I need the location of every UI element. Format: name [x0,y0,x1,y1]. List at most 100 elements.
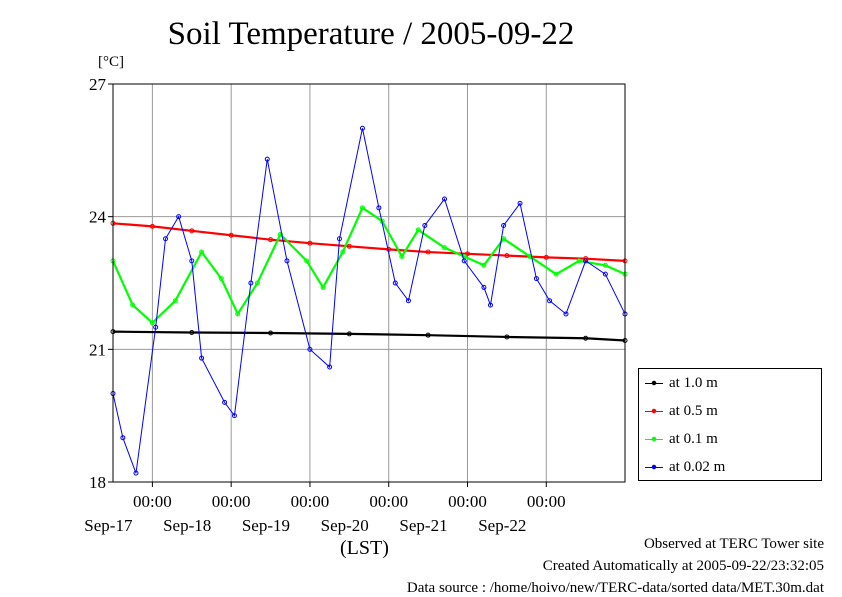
data-point [392,280,398,286]
data-point [304,258,310,264]
x-axis-label: (LST) [340,537,389,559]
data-point [248,280,254,286]
data-point [359,205,365,211]
grid-lines [113,84,625,482]
data-series [110,125,628,476]
data-point [346,331,352,337]
data-point [422,223,428,229]
legend-item: at 0.1 m [645,429,718,449]
data-point [189,258,195,264]
x-tick-label-date: Sep-18 [163,516,211,535]
data-point [563,311,569,317]
data-point [228,232,234,238]
data-point [504,253,510,259]
data-point [327,364,333,370]
data-point [533,276,539,282]
legend-label: at 0.5 m [669,402,718,419]
y-tick-label: 21 [89,340,106,359]
data-point [399,253,405,259]
legend-item: at 0.02 m [645,457,725,477]
series-line [112,128,626,474]
x-tick-label-date: Sep-22 [478,516,526,535]
x-tick-label-date: Sep-19 [242,516,290,535]
chart-title: Soil Temperature / 2005-09-22 [167,16,575,52]
y-axis-ticks: 18 21 24 27 [89,75,113,492]
x-tick-label-time: 00:00 [212,492,251,511]
data-point [346,243,352,249]
data-point [504,334,510,340]
footer-source: Data source : /home/hoivo/new/TERC-data/… [406,580,824,596]
x-axis-ticks: 00:00Sep-1700:00Sep-1800:00Sep-1900:00Se… [84,482,566,535]
data-point [547,298,553,304]
data-point [231,413,237,419]
x-tick-label-date: Sep-20 [321,516,369,535]
data-point [222,399,228,405]
data-point [553,271,559,277]
legend-swatch-1m [645,378,663,388]
series-line [112,222,626,262]
data-point [583,335,589,341]
data-point [320,284,326,290]
data-point [481,284,487,290]
legend-label: at 1.0 m [669,374,718,391]
legend-swatch-0_5m [645,406,663,416]
data-point [576,258,582,264]
data-point [189,228,195,234]
data-point [307,346,313,352]
data-point [487,302,493,308]
data-point [376,205,382,211]
data-point [120,435,126,441]
legend-label: at 0.02 m [669,458,726,475]
data-point [340,249,346,255]
x-tick-label-time: 00:00 [448,492,487,511]
data-point [336,236,342,242]
data-point [277,231,283,237]
x-tick-label-time: 00:00 [291,492,330,511]
data-point [442,245,448,251]
data-point [415,227,421,233]
data-point [235,311,241,317]
footer-observed: Observed at TERC Tower site [643,536,824,552]
data-point [405,298,411,304]
data-point [359,125,365,131]
data-point [464,251,470,257]
legend: at 1.0 m at 0.5 m at 0.1 m at 0.02 m [638,368,822,481]
data-point [264,156,270,162]
data-point [501,223,507,229]
legend-item: at 1.0 m [645,373,718,393]
data-point [176,214,182,220]
data-point [218,276,224,282]
data-point [199,355,205,361]
data-point [425,332,431,338]
data-point [583,258,589,264]
data-point [307,240,313,246]
data-point [149,223,155,229]
x-tick-label-time: 00:00 [133,492,172,511]
data-point [172,298,178,304]
data-point [268,330,274,336]
data-point [149,320,155,326]
legend-swatch-0_1m [645,434,663,444]
data-point [284,258,290,264]
x-tick-label-date: Sep-21 [399,516,447,535]
data-point [425,249,431,255]
data-point [153,324,159,330]
x-tick-label-time: 00:00 [369,492,408,511]
data-point [543,254,549,260]
plot-frame [112,83,626,483]
data-point [442,196,448,202]
data-point [602,262,608,268]
data-point [199,249,205,255]
data-point [130,302,136,308]
series-line [112,330,626,342]
x-tick-label-date: Sep-17 [84,516,133,535]
data-point [602,271,608,277]
y-tick-label: 24 [89,208,107,227]
footer-created: Created Automatically at 2005-09-22/23:3… [542,558,824,574]
legend-swatch-0_02m [645,462,663,472]
data-point [268,237,274,243]
y-tick-label: 27 [89,75,107,94]
series-line [111,206,626,325]
data-point [133,470,139,476]
